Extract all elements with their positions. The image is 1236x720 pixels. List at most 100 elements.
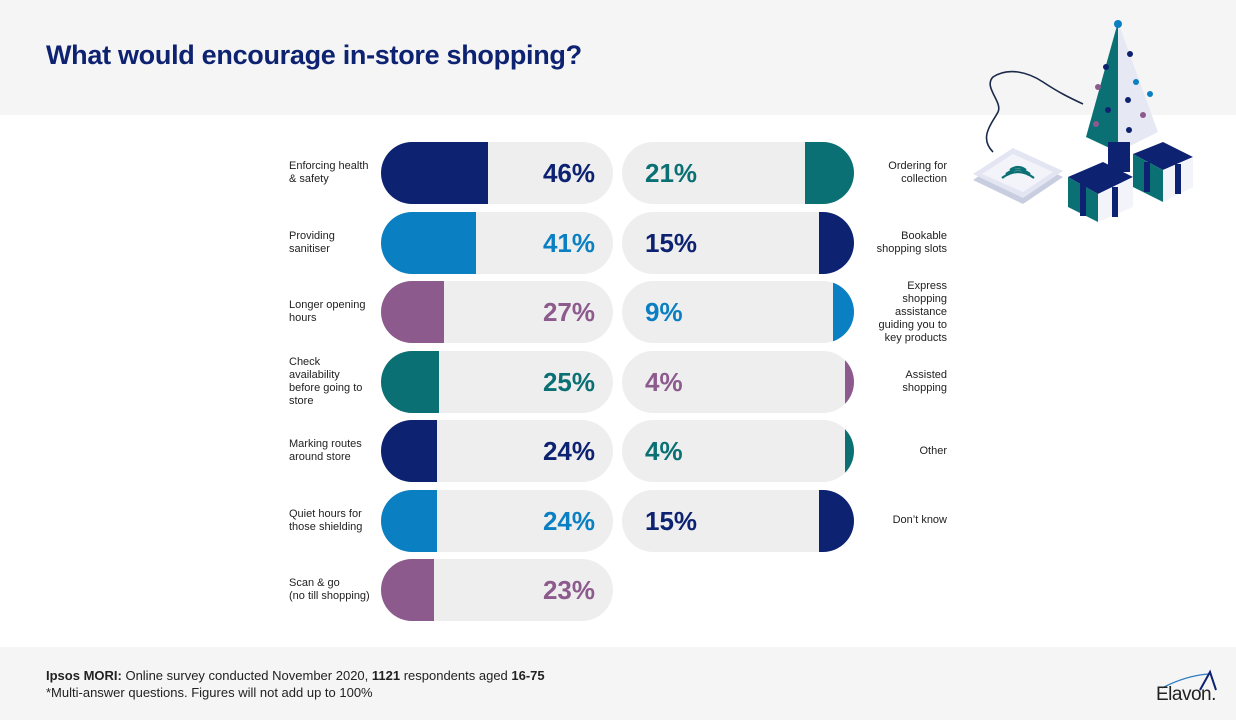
bar-track: 4% bbox=[622, 350, 854, 413]
bar-label-line: those shielding bbox=[289, 520, 363, 533]
bar-label-line: guiding you to bbox=[878, 318, 948, 331]
left-bar-label: Longer opening hours bbox=[289, 299, 379, 325]
source-text: Online survey conducted November 2020, bbox=[121, 668, 372, 683]
source-label: Ipsos MORI: bbox=[46, 668, 122, 683]
data-label: 24% bbox=[542, 436, 595, 466]
elavon-logo: Elavon. bbox=[1150, 668, 1230, 708]
right-bar-label: Other bbox=[857, 445, 947, 458]
bar-label-line: Ordering for bbox=[888, 160, 947, 172]
right-bar-label: Express shopping assistance guiding you to k… bbox=[857, 279, 948, 345]
data-label: 15% bbox=[645, 227, 698, 258]
bar-label-line: shopping bbox=[902, 381, 947, 394]
bar-label-line: Express bbox=[907, 279, 947, 292]
left-bar-label: Scan & go (no till shopping) bbox=[289, 577, 379, 603]
bar-track: 24% bbox=[381, 420, 613, 482]
left-bar-label: Quiet hours for those shielding bbox=[289, 508, 379, 534]
logo-text: Elavon. bbox=[1156, 684, 1216, 705]
bar-label-line: collection bbox=[901, 173, 947, 185]
respondents-count: 1121 bbox=[371, 668, 401, 683]
card-reader-icon bbox=[973, 148, 1063, 204]
bar bbox=[381, 211, 477, 274]
data-label: 4% bbox=[645, 366, 683, 397]
bar-label-line: before going to bbox=[289, 381, 363, 394]
bar-track: 23% bbox=[381, 559, 613, 621]
left-bar-label: Providing sanitiser bbox=[289, 230, 379, 256]
data-label: 25% bbox=[542, 366, 595, 397]
right-bar-label: Bookable shopping slots bbox=[857, 230, 947, 256]
bar bbox=[381, 350, 439, 413]
bar-track: 15% bbox=[622, 489, 854, 552]
bar-track: 41% bbox=[381, 211, 613, 274]
bar bbox=[844, 350, 854, 413]
bar-label-line: Check bbox=[289, 355, 321, 368]
data-label: 23% bbox=[542, 575, 595, 605]
left-bar-label: Marking routes around store bbox=[289, 438, 379, 464]
bar-label-line: Don’t know bbox=[892, 514, 947, 526]
bar-label-line: hours bbox=[289, 312, 317, 324]
data-label: 4% bbox=[645, 436, 683, 466]
right-bar-label: Ordering for collection bbox=[857, 160, 947, 186]
data-label: 27% bbox=[542, 297, 595, 327]
right-bar-label: Don’t know bbox=[857, 514, 947, 527]
left-bar-label: Enforcing health & safety bbox=[289, 160, 379, 186]
bar bbox=[844, 420, 854, 482]
bar-track: 25% bbox=[381, 350, 613, 413]
bar-label-line: store bbox=[289, 394, 314, 407]
bar-label-line: Enforcing health bbox=[289, 160, 369, 172]
data-label: 9% bbox=[645, 297, 683, 327]
bar-label-line: (no till shopping) bbox=[289, 590, 370, 602]
bar-label-line: shopping slots bbox=[876, 242, 947, 255]
bar-label-line: shopping bbox=[902, 292, 947, 305]
bar bbox=[381, 281, 444, 343]
source-text-2: respondents aged bbox=[400, 668, 512, 683]
bar bbox=[381, 420, 437, 482]
bar bbox=[819, 211, 854, 274]
bar-label-line: & safety bbox=[289, 173, 329, 185]
data-label: 41% bbox=[542, 227, 595, 258]
bar bbox=[805, 142, 854, 204]
bar-label-line: Longer opening bbox=[289, 299, 366, 311]
source-note: Ipsos MORI: Online survey conducted Nove… bbox=[46, 668, 545, 683]
bar-track: 27% bbox=[381, 281, 613, 343]
bar-label-line: availability bbox=[289, 368, 340, 381]
bar bbox=[833, 281, 854, 343]
left-bar-label: Check availability before going to store bbox=[289, 356, 379, 408]
bar-label-line: Providing bbox=[289, 229, 335, 242]
bar bbox=[819, 489, 854, 552]
header-band bbox=[0, 0, 1236, 115]
bar-label-line: Other bbox=[919, 444, 947, 457]
bar-track: 21% bbox=[622, 142, 854, 204]
bar-label-line: assistance bbox=[895, 305, 947, 318]
christmas-tree-card-reader-illustration bbox=[973, 20, 1193, 222]
data-label: 15% bbox=[645, 505, 698, 536]
gift-box-icon bbox=[1133, 142, 1193, 202]
bar-track: 24% bbox=[381, 489, 613, 552]
bar-label-line: Scan & go bbox=[289, 577, 340, 589]
page-title: What would encourage in-store shopping? bbox=[46, 40, 582, 70]
age-range: 16-75 bbox=[511, 668, 545, 683]
cable-icon bbox=[985, 70, 1084, 153]
bar-label-line: Assisted bbox=[905, 368, 947, 381]
footer-band bbox=[0, 647, 1236, 720]
bar-label-line: Bookable bbox=[901, 229, 947, 242]
bar bbox=[381, 142, 488, 204]
bar-label-line: around store bbox=[289, 451, 351, 463]
christmas-tree-icon bbox=[1086, 20, 1158, 172]
bar-track: 4% bbox=[622, 420, 854, 482]
elavon-swoosh-icon bbox=[1161, 669, 1217, 691]
data-label: 21% bbox=[645, 158, 698, 188]
bar-label-line: Marking routes bbox=[289, 438, 362, 450]
bar-label-line: Quiet hours for bbox=[289, 507, 362, 520]
bar bbox=[381, 559, 435, 621]
bar-label-line: key products bbox=[884, 331, 947, 344]
gift-box-icon bbox=[1068, 162, 1133, 222]
multi-answer-note: *Multi-answer questions. Figures will no… bbox=[46, 685, 373, 700]
bar-track: 46% bbox=[381, 142, 613, 204]
right-bar-label: Assisted shopping bbox=[857, 369, 947, 395]
data-label: 46% bbox=[542, 158, 595, 188]
bar bbox=[381, 489, 437, 552]
bar-track: 9% bbox=[622, 281, 854, 343]
data-label: 24% bbox=[542, 505, 595, 536]
bar-track: 15% bbox=[622, 211, 854, 274]
bar-label-line: sanitiser bbox=[289, 242, 330, 255]
